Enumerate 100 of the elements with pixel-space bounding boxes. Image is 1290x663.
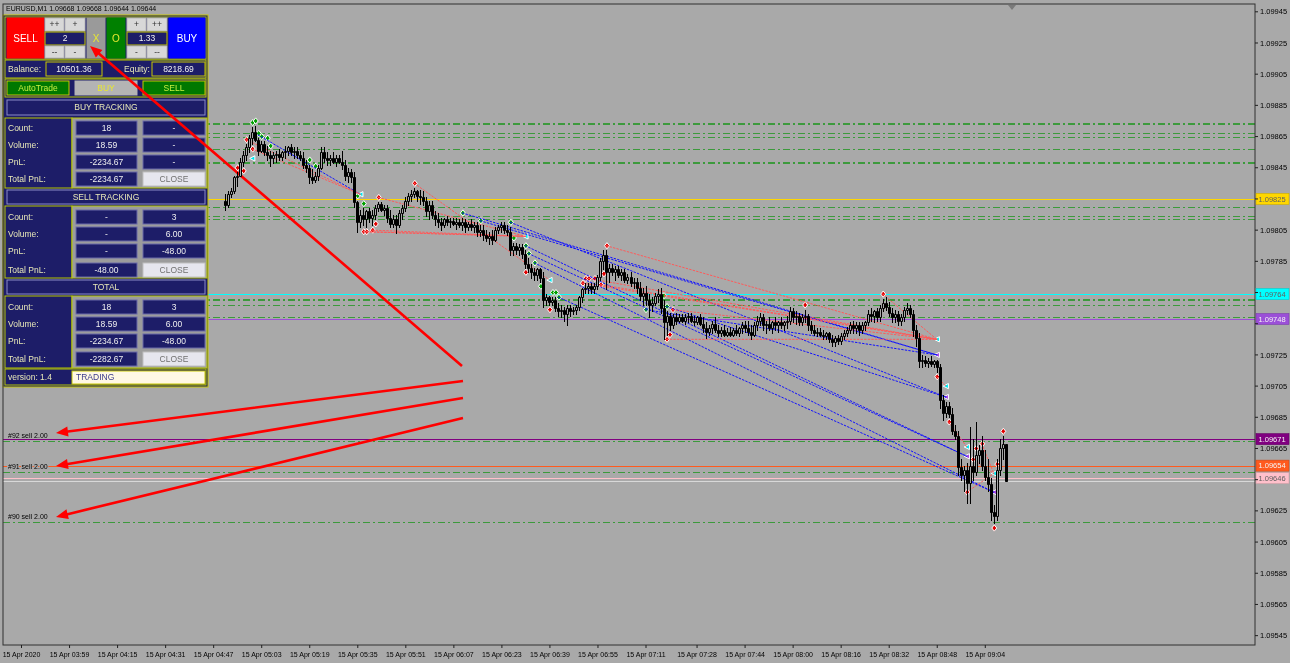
field: 2: [44, 31, 86, 46]
annotation: AutoTrade: [18, 82, 58, 93]
annotation: 6.00: [165, 318, 183, 329]
header: TOTAL: [6, 279, 206, 295]
annotation: 18: [101, 122, 112, 133]
field: -48.00: [142, 243, 206, 259]
field: -48.00: [142, 333, 206, 349]
annotation: -: [105, 211, 109, 222]
annotation: 18.59: [95, 139, 118, 150]
annotation: PnL:: [8, 335, 26, 346]
field: 18.59: [75, 316, 138, 332]
annotation: 6.00: [165, 228, 183, 239]
annotation: SELL TRACKING: [72, 191, 140, 202]
button: CLOSE: [142, 351, 206, 367]
field: 3: [142, 299, 206, 315]
button: +: [64, 17, 86, 32]
annotation: PnL:: [8, 245, 26, 256]
annotation: Equity:: [124, 63, 150, 74]
annotation: Count:: [8, 211, 34, 222]
annotation: SELL: [13, 32, 39, 44]
annotation: BUY TRACKING: [74, 102, 138, 113]
field: 1.33: [126, 31, 168, 46]
annotation: -2234.67: [89, 173, 124, 184]
annotation: -48.00: [161, 245, 187, 256]
annotation: -: [105, 245, 109, 256]
annotation: Volume:: [8, 139, 39, 150]
annotation: BUY: [97, 82, 116, 93]
annotation: SELL: [163, 82, 185, 93]
field: -2234.67: [75, 154, 138, 170]
annotation: BUY: [176, 32, 198, 44]
annotation: Count:: [8, 301, 34, 312]
annotation: CLOSE: [159, 353, 189, 364]
button: --: [44, 45, 65, 59]
button: -: [126, 45, 147, 59]
annotation: ++: [49, 19, 60, 30]
annotation: Volume:: [8, 318, 39, 329]
annotation: 1.33: [138, 33, 156, 44]
annotation: Balance:: [8, 63, 42, 74]
field: -: [75, 243, 138, 259]
field: 8218.69: [151, 61, 206, 77]
annotation: -: [135, 46, 139, 57]
button: BUY: [74, 80, 138, 96]
button: O: [106, 17, 126, 59]
annotation: version: 1.4: [8, 371, 53, 382]
field: -: [142, 120, 206, 136]
annotation: ++: [152, 19, 162, 30]
button: ++: [44, 17, 65, 32]
field: -: [75, 209, 138, 225]
field: 18.59: [75, 137, 138, 153]
annotation: Volume:: [8, 228, 39, 239]
field: 18: [75, 120, 138, 136]
annotation: -2234.67: [89, 156, 124, 167]
annotation: 18.59: [95, 318, 118, 329]
annotation: --: [154, 46, 160, 57]
annotation: 2: [62, 33, 68, 44]
header: SELL TRACKING: [6, 189, 206, 205]
annotation: Total PnL:: [8, 353, 46, 364]
annotation: Total PnL:: [8, 173, 46, 184]
button: ++: [146, 17, 168, 32]
button: BUY: [168, 17, 206, 59]
annotation: PnL:: [8, 156, 26, 167]
annotation: +: [72, 19, 78, 30]
field: 3: [142, 209, 206, 225]
annotation: CLOSE: [159, 264, 189, 275]
button: CLOSE: [142, 171, 206, 187]
annotation: -: [172, 156, 176, 167]
annotation: O: [112, 32, 121, 44]
annotation: 3: [171, 211, 177, 222]
button: +: [126, 17, 147, 32]
annotation: TOTAL: [92, 281, 120, 292]
field: 18: [75, 299, 138, 315]
annotation: -: [105, 228, 109, 239]
button: -: [64, 45, 86, 59]
annotation: CLOSE: [159, 173, 189, 184]
field: 6.00: [142, 316, 206, 332]
button: --: [146, 45, 168, 59]
button: AutoTrade: [6, 80, 70, 96]
annotation: Total PnL:: [8, 264, 46, 275]
annotation: -: [73, 46, 77, 57]
annotation: -2234.67: [89, 335, 124, 346]
button: SELL: [142, 80, 206, 96]
annotation: -: [172, 122, 176, 133]
field: -: [142, 154, 206, 170]
field: -: [142, 137, 206, 153]
field: 6.00: [142, 226, 206, 242]
annotation: -: [172, 139, 176, 150]
field: TRADING: [71, 370, 206, 385]
annotation: -2282.67: [89, 353, 124, 364]
annotation: +: [134, 19, 140, 30]
field: -2234.67: [75, 333, 138, 349]
field: 10501.36: [45, 61, 103, 77]
annotation: -48.00: [161, 335, 187, 346]
annotation: TRADING: [76, 372, 115, 383]
annotation: X: [92, 32, 100, 44]
field: -: [75, 226, 138, 242]
annotation: 3: [171, 301, 177, 312]
annotation: 8218.69: [163, 63, 195, 74]
field: -48.00: [75, 262, 138, 278]
field: -2234.67: [75, 171, 138, 187]
header: BUY TRACKING: [6, 99, 206, 116]
